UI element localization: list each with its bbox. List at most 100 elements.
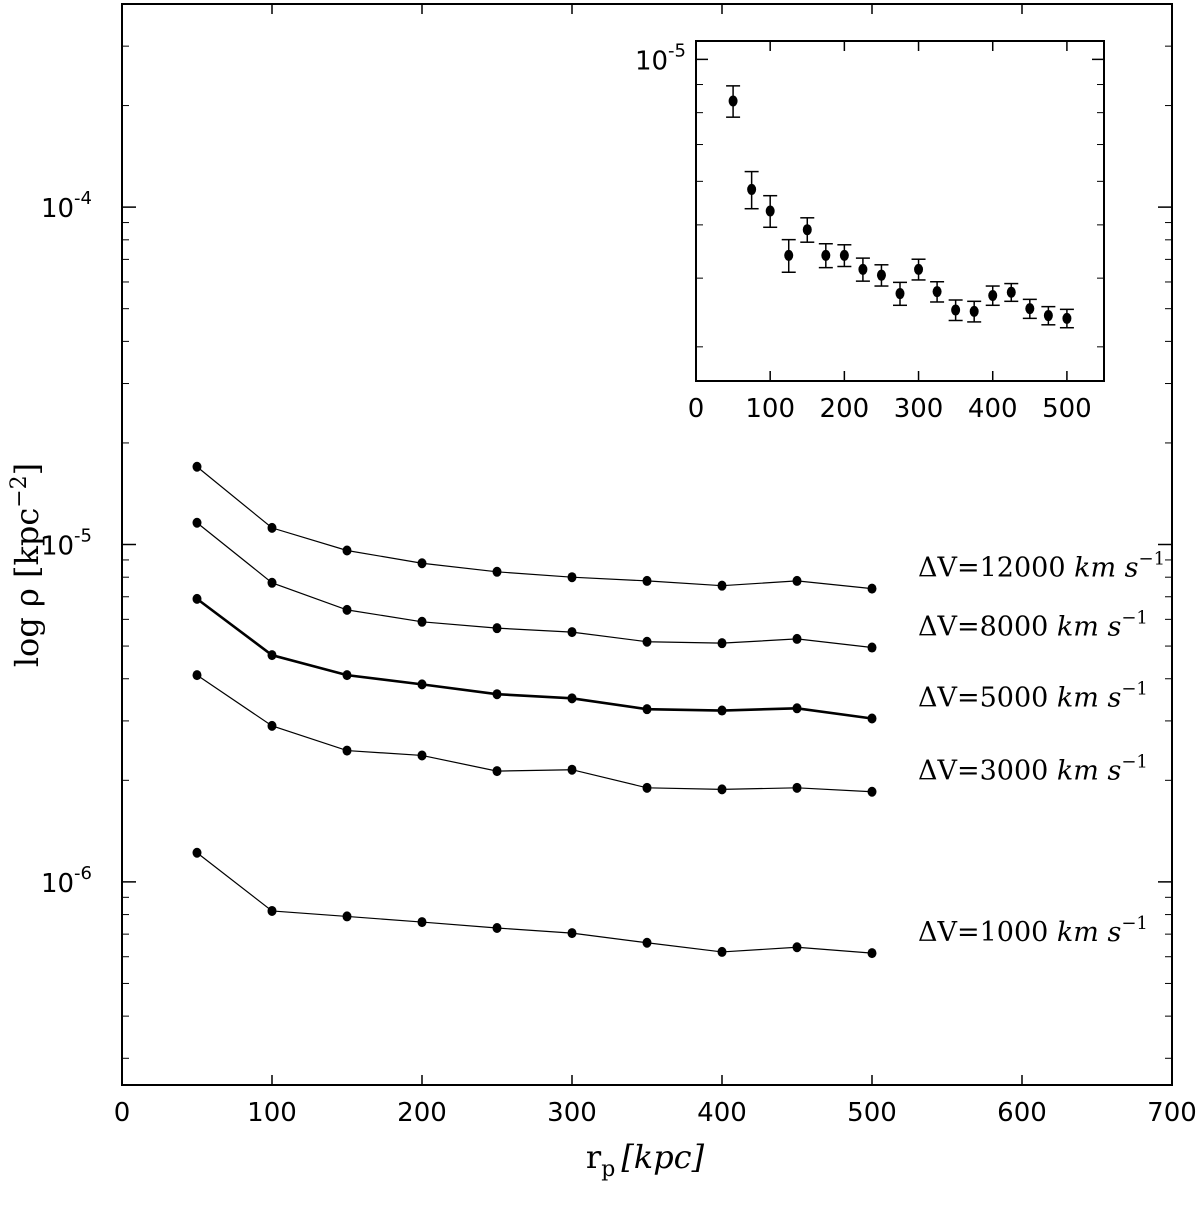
- inset-data-point: [932, 286, 942, 298]
- data-point: [717, 784, 727, 795]
- data-point: [417, 917, 427, 928]
- x-tick-label: 400: [697, 1098, 747, 1128]
- data-point: [642, 575, 652, 586]
- data-point: [342, 911, 352, 922]
- data-point: [717, 946, 727, 957]
- inset-data-point: [914, 263, 924, 275]
- inset-data-point: [1025, 303, 1035, 315]
- data-point: [267, 905, 277, 916]
- inset-data-point: [1006, 286, 1016, 298]
- series-line-2: [196, 597, 873, 720]
- data-point: [267, 720, 277, 731]
- inset-data-point: [1043, 310, 1053, 322]
- inset-data-point: [839, 249, 849, 261]
- inset-x-tick-label: 200: [820, 394, 870, 424]
- series-labels: ΔV=12000 km s−1 ΔV=8000 km s−1 ΔV=5000 km …: [918, 549, 1165, 948]
- inset-data-point: [821, 249, 831, 261]
- data-point: [342, 745, 352, 756]
- inset-data-point: [728, 95, 738, 107]
- x-tick-label: 700: [1147, 1098, 1197, 1128]
- series-line-0: [196, 466, 873, 590]
- data-point: [867, 786, 877, 797]
- inset-data-point: [858, 263, 868, 275]
- data-point: [792, 633, 802, 644]
- data-point: [492, 922, 502, 933]
- series-line-4: [196, 852, 873, 954]
- data-point: [717, 705, 727, 716]
- series-line-3: [196, 674, 873, 793]
- inset-data-point: [747, 183, 757, 195]
- data-point: [192, 847, 202, 858]
- data-point: [792, 575, 802, 586]
- data-point: [192, 670, 202, 681]
- data-point: [417, 750, 427, 761]
- x-tick-label: 500: [847, 1098, 897, 1128]
- inset-data-point: [784, 249, 794, 261]
- inset-data-point: [988, 289, 998, 301]
- data-point: [867, 583, 877, 594]
- inset-x-tick-label: 300: [894, 394, 944, 424]
- data-point: [342, 604, 352, 615]
- data-point: [792, 703, 802, 714]
- data-point: [867, 713, 877, 724]
- inset-plot: 0 100 200 300 400 500 10-5: [635, 40, 1105, 424]
- series-label-2: ΔV=5000 km s−1: [918, 678, 1148, 713]
- series-line-1: [196, 522, 873, 649]
- inset-data-point: [895, 288, 905, 300]
- data-point: [192, 517, 202, 528]
- y-tick-label: 10-4: [41, 188, 92, 224]
- inset-x-tick-label: 500: [1042, 394, 1092, 424]
- axis-labels: rp [kpc] log ρ [kpc−2]: [7, 463, 705, 1182]
- inset-x-tick-label: 0: [688, 394, 705, 424]
- inset-x-tick-label: 100: [745, 394, 795, 424]
- data-point: [567, 928, 577, 939]
- x-tick-label: 200: [397, 1098, 447, 1128]
- data-point: [342, 545, 352, 556]
- inset-data-point: [876, 269, 886, 281]
- data-point: [492, 766, 502, 777]
- data-point: [567, 627, 577, 638]
- series-label-1: ΔV=8000 km s−1: [918, 608, 1148, 643]
- data-point: [792, 942, 802, 953]
- data-point: [717, 638, 727, 649]
- x-tick-label: 300: [547, 1098, 597, 1128]
- series-label-0: ΔV=12000 km s−1: [918, 549, 1165, 584]
- data-point: [567, 764, 577, 775]
- inset-data-point: [765, 205, 775, 217]
- x-axis-label: rp [kpc]: [586, 1138, 705, 1182]
- data-point: [642, 704, 652, 715]
- inset-data-point: [802, 224, 812, 236]
- inset-frame: [695, 40, 1105, 382]
- series-label-3: ΔV=3000 km s−1: [918, 752, 1148, 787]
- data-point: [717, 580, 727, 591]
- data-point: [492, 566, 502, 577]
- inset-y-tick-label: 10-5: [635, 40, 686, 76]
- inset-x-tick-label: 400: [968, 394, 1018, 424]
- data-point: [267, 522, 277, 533]
- data-point: [792, 782, 802, 793]
- x-tick-label: 100: [247, 1098, 297, 1128]
- inset-data-point: [969, 305, 979, 317]
- data-point: [642, 937, 652, 948]
- data-point: [192, 461, 202, 472]
- x-tick-label: 600: [997, 1098, 1047, 1128]
- data-point: [267, 577, 277, 588]
- inset-data-point: [951, 304, 961, 316]
- series-label-4: ΔV=1000 km s−1: [918, 913, 1148, 948]
- inset-data-point: [1062, 312, 1072, 324]
- data-point: [267, 650, 277, 661]
- data-point: [417, 679, 427, 690]
- data-point: [642, 782, 652, 793]
- data-point: [867, 948, 877, 959]
- data-point: [492, 689, 502, 700]
- data-point: [192, 593, 202, 604]
- data-point: [417, 616, 427, 627]
- data-point: [342, 670, 352, 681]
- y-tick-label: 10-6: [41, 863, 92, 899]
- data-point: [492, 623, 502, 634]
- data-point: [567, 572, 577, 583]
- x-tick-label: 0: [114, 1098, 131, 1128]
- data-point: [867, 642, 877, 653]
